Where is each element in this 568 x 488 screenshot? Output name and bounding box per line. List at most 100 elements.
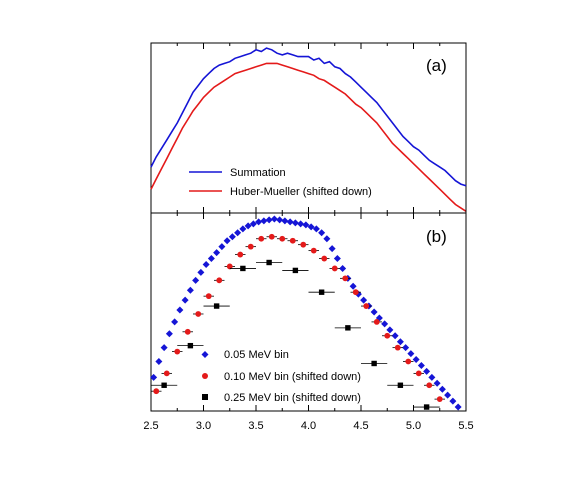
panel-b-ticks — [150, 213, 467, 411]
data-point-2-8 — [371, 360, 377, 367]
x-tick-label: 4.0 — [301, 420, 316, 432]
panel-b-plot — [150, 215, 462, 411]
data-point-0-4 — [171, 318, 179, 326]
data-point-0-48 — [402, 344, 410, 352]
data-point-1-6 — [216, 277, 223, 284]
data-point-0-32 — [318, 229, 326, 237]
data-point-2-3 — [240, 265, 246, 272]
data-point-1-22 — [384, 332, 391, 339]
data-point-0-14 — [223, 237, 231, 245]
panel-a-plot — [150, 47, 467, 212]
data-point-1-12 — [279, 235, 286, 242]
data-point-0-21 — [260, 217, 268, 225]
data-point-0-24 — [276, 216, 284, 224]
data-point-0-0 — [150, 373, 158, 381]
data-point-0-25 — [281, 217, 289, 225]
legend-marker-0-05-bin — [201, 351, 209, 358]
data-point-0-11 — [207, 255, 215, 263]
x-tick-label: 4.5 — [353, 420, 368, 432]
data-point-0-10 — [202, 260, 210, 268]
data-point-1-1 — [163, 370, 170, 377]
data-point-0-26 — [286, 218, 294, 226]
data-point-2-5 — [292, 267, 299, 274]
data-point-1-3 — [184, 328, 191, 335]
data-point-0-49 — [407, 350, 415, 358]
data-point-0-53 — [428, 373, 436, 381]
data-point-1-20 — [363, 303, 370, 309]
legend-marker-0-10-bin — [202, 373, 208, 379]
legend-label-summation: Summation — [230, 167, 286, 179]
data-point-0-46 — [391, 332, 399, 340]
legend-marker-0-25-bin — [202, 394, 208, 400]
legend-label-0-05-bin: 0.05 MeV bin — [224, 349, 289, 361]
data-point-0-47 — [396, 338, 404, 346]
x-tick-label: 3.5 — [248, 420, 263, 432]
data-point-2-7 — [345, 325, 351, 331]
data-point-2-1 — [187, 342, 194, 349]
x-tick-labels: 2.5 3.0 3.5 4.0 4.5 5.0 5.5 — [143, 420, 473, 432]
panel-b-legend: 0.05 MeV bin 0.10 MeV bin (shifted down)… — [201, 349, 361, 404]
data-point-0-1 — [155, 358, 163, 365]
data-point-0-18 — [244, 222, 252, 230]
data-point-0-52 — [423, 367, 431, 375]
data-point-1-13 — [289, 237, 296, 244]
data-point-1-9 — [247, 243, 254, 250]
data-point-1-19 — [352, 289, 359, 296]
data-point-0-13 — [218, 243, 226, 251]
data-point-0-20 — [255, 218, 263, 226]
data-point-2-9 — [397, 382, 404, 388]
data-point-0-56 — [444, 391, 452, 399]
data-point-1-5 — [205, 293, 212, 300]
data-point-1-27 — [436, 396, 443, 403]
x-tick-label: 5.5 — [458, 420, 473, 432]
data-point-2-0 — [161, 382, 167, 388]
data-point-0-27 — [291, 219, 299, 227]
data-point-0-58 — [454, 403, 462, 411]
data-point-0-57 — [449, 397, 457, 405]
data-point-1-17 — [331, 265, 338, 272]
legend-label-0-10-bin: 0.10 MeV bin (shifted down) — [224, 371, 361, 383]
panel-a-label: (a) — [426, 56, 447, 75]
data-point-2-4 — [266, 259, 272, 266]
data-point-1-24 — [405, 358, 412, 365]
legend-label-0-25-bin: 0.25 MeV bin (shifted down) — [224, 392, 361, 404]
data-point-1-26 — [426, 382, 433, 389]
x-tick-label: 2.5 — [143, 420, 158, 432]
data-point-0-50 — [412, 356, 420, 364]
data-point-0-22 — [265, 216, 273, 224]
data-point-0-19 — [249, 220, 257, 228]
data-point-0-17 — [239, 225, 247, 233]
data-point-1-21 — [373, 319, 380, 325]
data-point-0-44 — [381, 320, 389, 328]
data-point-0-16 — [234, 229, 242, 237]
data-point-0-6 — [181, 296, 189, 304]
data-point-0-28 — [297, 220, 305, 228]
series-line-1 — [150, 62, 467, 212]
x-tick-label: 5.0 — [406, 420, 421, 432]
data-point-1-0 — [153, 388, 160, 395]
data-point-1-14 — [300, 241, 307, 248]
data-point-0-40 — [360, 296, 368, 304]
data-point-0-30 — [307, 223, 315, 231]
data-point-1-23 — [394, 344, 401, 351]
panel-a-legend: Summation Huber-Mueller (shifted down) — [189, 167, 372, 198]
data-point-0-15 — [228, 233, 236, 241]
data-point-2-6 — [318, 289, 325, 295]
data-point-0-7 — [186, 286, 194, 294]
data-point-1-8 — [237, 251, 244, 258]
data-point-1-15 — [310, 247, 317, 254]
data-point-0-12 — [213, 249, 221, 257]
x-tick-label: 3.0 — [196, 420, 211, 432]
data-point-0-33 — [323, 235, 331, 243]
data-point-0-8 — [192, 276, 200, 284]
data-point-0-29 — [302, 221, 310, 229]
data-point-0-45 — [386, 326, 394, 334]
data-point-0-54 — [433, 379, 441, 387]
data-point-0-55 — [438, 385, 446, 393]
data-point-0-34 — [328, 245, 336, 253]
data-point-2-2 — [213, 303, 220, 309]
data-point-1-4 — [195, 311, 202, 317]
series-line-0 — [150, 47, 467, 187]
data-point-1-16 — [321, 255, 328, 262]
